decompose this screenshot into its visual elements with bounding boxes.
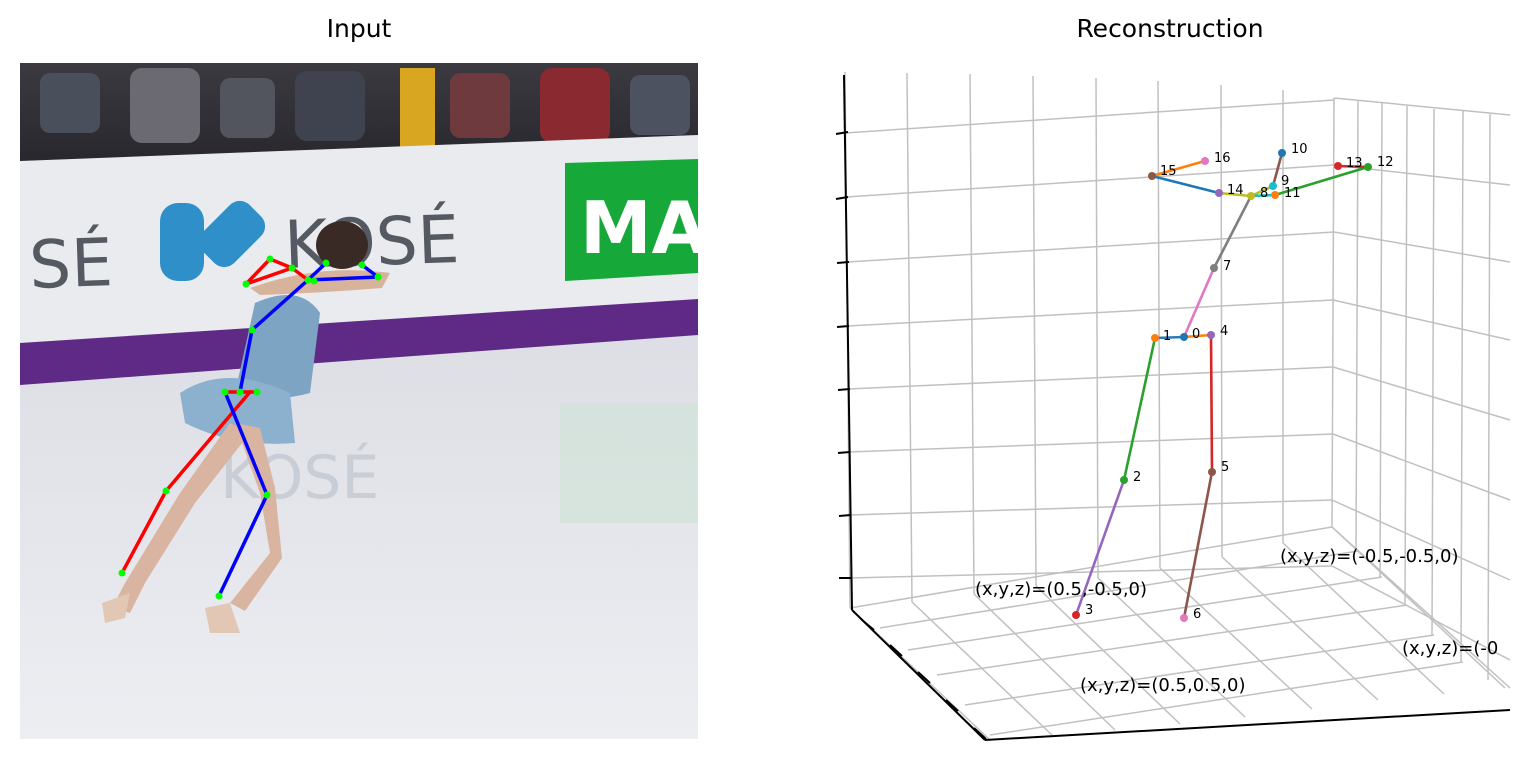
annotation-far-right: (x,y,z)=(-0: [1402, 638, 1498, 659]
joint-label-12: 12: [1377, 155, 1394, 170]
bone-2-3: [1074, 478, 1126, 617]
bone-5-6: [1182, 470, 1214, 620]
bone-right-thigh: [164, 390, 252, 493]
annotation-back-right: (x,y,z)=(-0.5,-0.5,0): [1280, 546, 1459, 567]
bone-spine-lower: [238, 328, 254, 394]
bone-8-11: [1249, 193, 1277, 198]
joint-label-16: 16: [1214, 151, 1231, 166]
joint-label-6: 6: [1193, 607, 1201, 622]
joint-label-3: 3: [1085, 603, 1093, 618]
bone-4-5: [1209, 333, 1214, 474]
bone-15-16: [1150, 159, 1207, 178]
input-frame: MA SÉ KOSÉ KOSÉ: [20, 63, 698, 739]
joint-label-4: 4: [1220, 324, 1228, 339]
keypoints-2d: [118, 255, 382, 600]
bone-right-hand: [244, 266, 294, 286]
annotation-front-left: (x,y,z)=(0.5,-0.5,0): [975, 579, 1147, 600]
annotation-front-center: (x,y,z)=(0.5,0.5,0): [1080, 675, 1246, 696]
bone-left-hip-knee: [223, 390, 269, 497]
bone-left-shoulder: [306, 275, 380, 282]
bone-right-upper-arm: [268, 257, 294, 270]
kose-logo: [160, 203, 204, 281]
board-text-kose: KOSÉ: [283, 200, 461, 284]
joint-label-13: 13: [1346, 156, 1363, 171]
bone-8-14: [1217, 191, 1253, 198]
bone-left-shin: [217, 493, 269, 598]
joint-label-0: 0: [1192, 327, 1200, 342]
ad-banner-green: [565, 159, 698, 281]
bone-right-shin: [120, 489, 168, 575]
joint-label-5: 5: [1221, 460, 1229, 475]
joint-label-11: 11: [1284, 186, 1301, 201]
joints-3d: [1072, 149, 1372, 622]
input-image-panel: MA SÉ KOSÉ KOSÉ: [20, 63, 698, 739]
reconstruction-3d-axes: 0 1 2 3 4 5 6 7 8 9 10 11 12 13 14 15 16…: [835, 71, 1511, 741]
grid-side-wall: [1331, 97, 1511, 689]
grid-back-wall: [844, 71, 1335, 609]
joint-label-9: 9: [1281, 174, 1289, 189]
board-purple-stripe: [20, 299, 698, 385]
bone-9-10: [1271, 151, 1284, 188]
input-panel-title: Input: [326, 14, 392, 43]
joint-label-15: 15: [1160, 164, 1177, 179]
corner-annotations: (x,y,z)=(0.5,-0.5,0) (x,y,z)=(-0.5,-0.5,…: [975, 546, 1498, 696]
joint-label-2: 2: [1133, 470, 1141, 485]
bone-7-8: [1212, 194, 1253, 270]
bone-14-15: [1150, 174, 1221, 195]
bone-11-12: [1273, 165, 1370, 197]
joint-label-1: 1: [1163, 329, 1171, 344]
joint-label-7: 7: [1223, 259, 1231, 274]
bone-8-9: [1249, 184, 1275, 198]
axis-lines: [835, 74, 1511, 741]
bone-12-13: [1336, 164, 1370, 169]
joint-label-8: 8: [1260, 186, 1268, 201]
bone-neck: [306, 261, 328, 282]
joint-label-14: 14: [1227, 183, 1244, 198]
reconstruction-panel-title: Reconstruction: [1076, 14, 1264, 43]
ice-reflection-text: KOSÉ: [220, 441, 379, 513]
board-text-left: SÉ: [28, 223, 114, 304]
ad-banner-text: MA: [580, 186, 698, 270]
skeleton-2d-overlay: [120, 257, 380, 598]
reconstruction-plot: 0 1 2 3 4 5 6 7 8 9 10 11 12 13 14 15 16…: [830, 60, 1527, 759]
bone-0-4: [1182, 333, 1213, 339]
skeleton-3d: [1074, 151, 1370, 620]
bone-right-forearm: [244, 257, 272, 286]
bone-0-1: [1153, 335, 1186, 340]
joint-labels: 0 1 2 3 4 5 6 7 8 9 10 11 12 13 14 15 16: [1085, 142, 1394, 622]
bone-1-2: [1122, 336, 1157, 482]
joint-label-10: 10: [1291, 142, 1308, 157]
bone-spine-upper: [250, 278, 310, 332]
bone-0-7: [1182, 266, 1216, 339]
